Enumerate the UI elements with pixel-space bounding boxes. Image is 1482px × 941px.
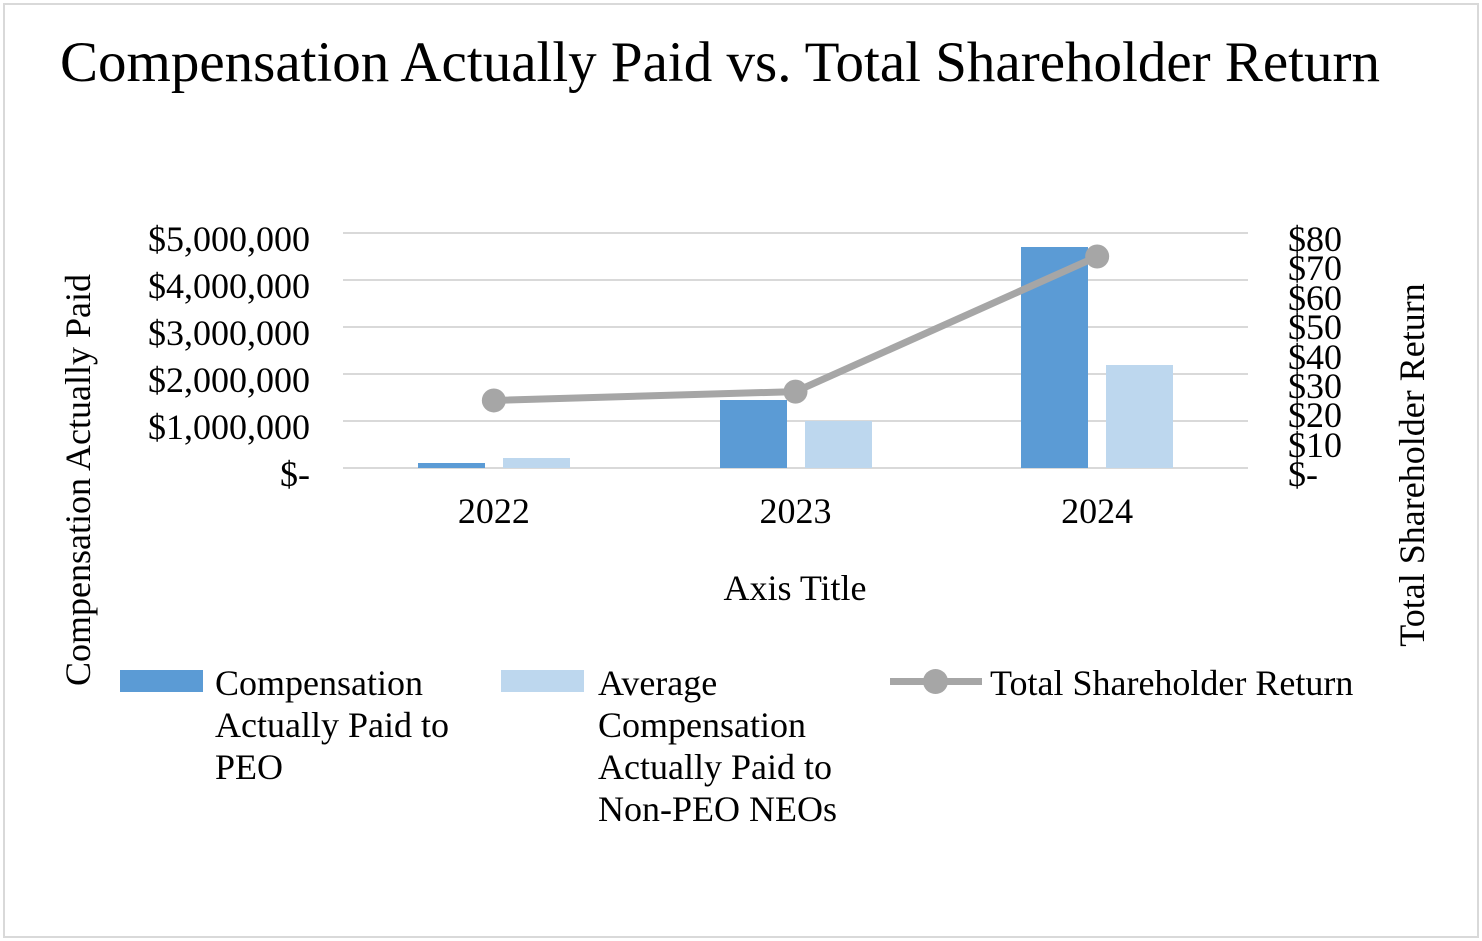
- y-axis-right-tick: $20: [1288, 395, 1342, 436]
- x-axis-tick: 2022: [457, 491, 530, 531]
- tsr-marker-2022: [481, 388, 506, 413]
- legend-label-peo: Compensation Actually Paid to PEO: [215, 663, 449, 787]
- legend-label-non-peo: Average Compensation Actually Paid to No…: [598, 663, 837, 829]
- y-axis-left-tick: $1,000,000: [148, 407, 310, 447]
- gridline: [343, 420, 1248, 422]
- tsr-marker-2024: [1085, 244, 1110, 269]
- y-axis-right-tick: $40: [1288, 336, 1342, 377]
- plot-area: [343, 232, 1248, 469]
- bar-non-peo-2022: [503, 458, 570, 468]
- legend-label-tsr: Total Shareholder Return: [990, 663, 1354, 703]
- bar-peo-2023: [720, 400, 787, 468]
- chart-title: Compensation Actually Paid vs. Total Sha…: [59, 31, 1381, 94]
- y-axis-right-tick: $80: [1288, 219, 1342, 259]
- legend-swatch-non-peo: [501, 670, 584, 692]
- legend-swatch-peo: [120, 670, 203, 692]
- bar-non-peo-2023: [805, 421, 872, 468]
- tsr-marker-2023: [783, 379, 808, 404]
- x-axis-line: [343, 467, 1248, 469]
- gridline: [343, 279, 1248, 281]
- bar-non-peo-2024: [1106, 365, 1173, 468]
- y-axis-left-tick: $-: [280, 454, 310, 494]
- y-axis-left-tick: $5,000,000: [148, 219, 310, 259]
- y-axis-right-tick: $50: [1288, 307, 1342, 348]
- x-axis-title: Axis Title: [723, 568, 867, 608]
- tsr-line-layer: [481, 244, 1110, 413]
- y-axis-right-tick: $10: [1288, 424, 1342, 465]
- y-axis-right-tick: $60: [1288, 277, 1342, 318]
- y-axis-left-tick: $4,000,000: [148, 266, 310, 306]
- gridline: [343, 232, 1248, 234]
- gridline: [343, 326, 1248, 328]
- x-axis-tick: 2024: [1061, 491, 1134, 531]
- y-axis-right-tick: $70: [1288, 248, 1342, 289]
- y-axis-right-tick: $-: [1288, 454, 1318, 494]
- gridline: [343, 373, 1248, 375]
- tsr-line: [493, 253, 1099, 404]
- chart-border: [3, 3, 1479, 938]
- bar-peo-2022: [418, 463, 485, 468]
- x-axis-tick: 2023: [759, 491, 832, 531]
- y-axis-right-tick: $30: [1288, 365, 1342, 406]
- y-axis-left-tick: $3,000,000: [148, 313, 310, 353]
- y-axis-left-tick: $2,000,000: [148, 360, 310, 400]
- legend-marker-tsr: [923, 669, 948, 694]
